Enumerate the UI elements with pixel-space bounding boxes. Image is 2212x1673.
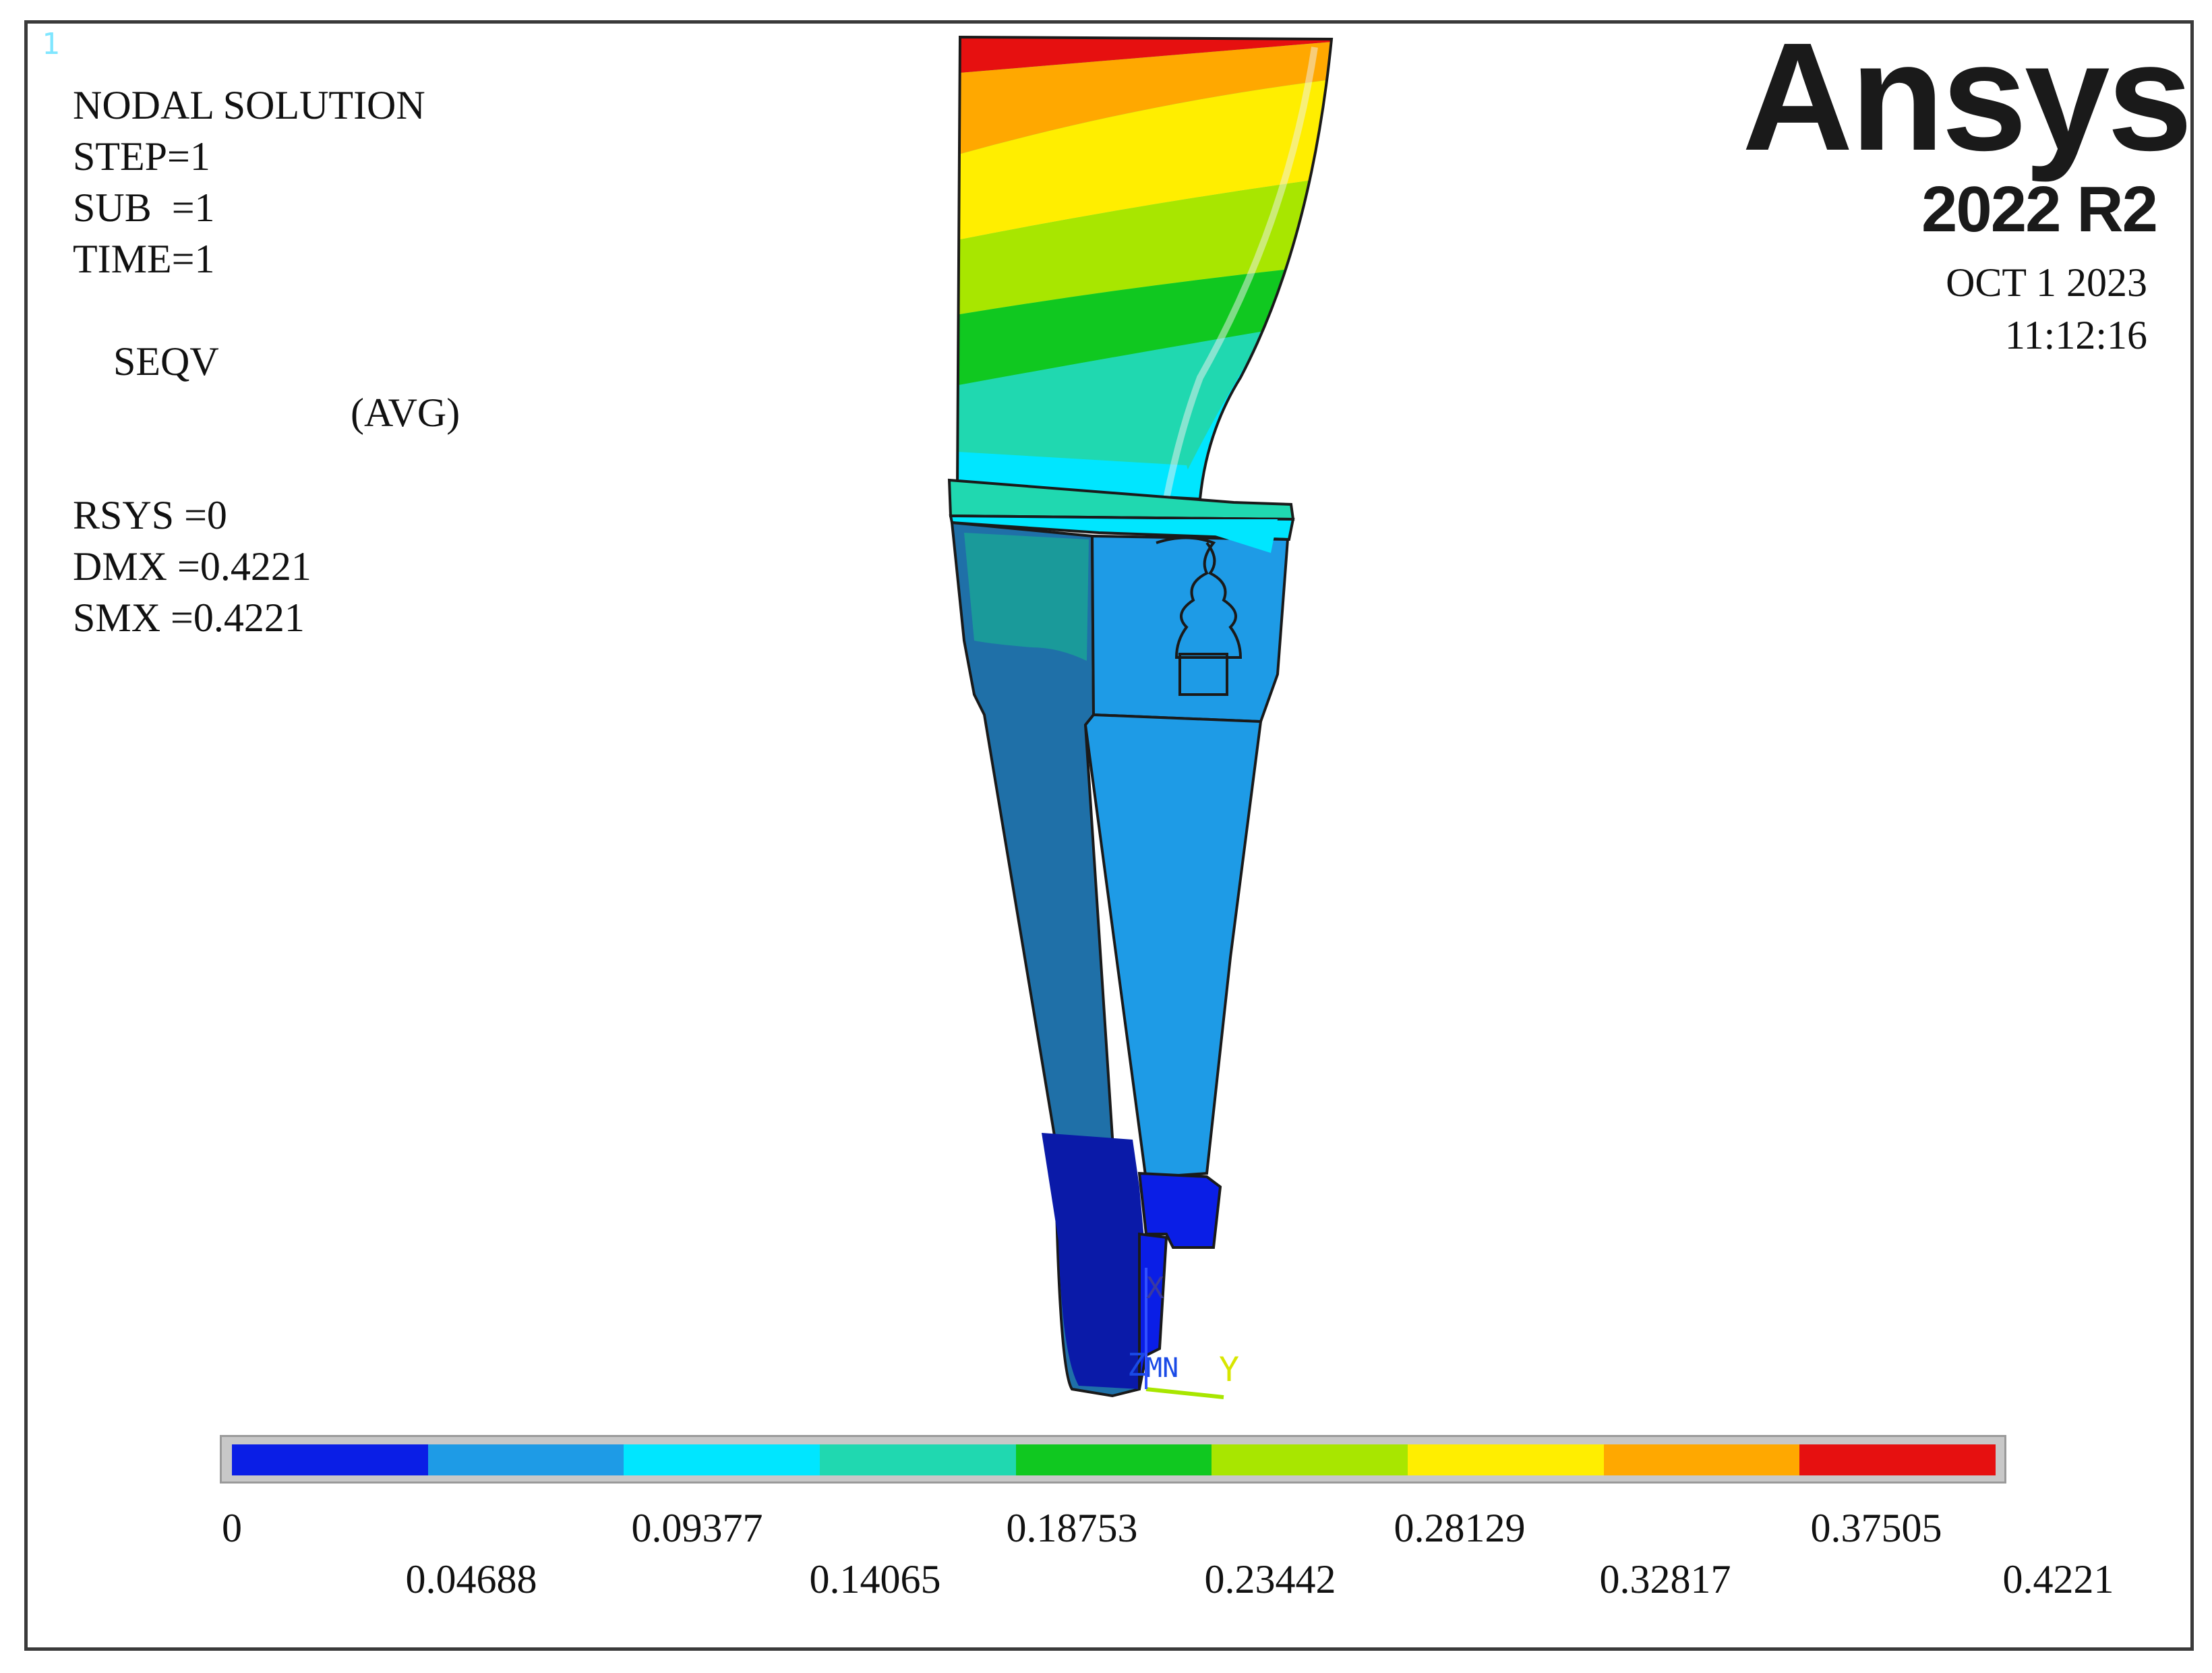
- info-line-dmx: DMX =0.4221: [73, 544, 311, 589]
- triad-z-label: Z: [1127, 1347, 1146, 1383]
- info-line-rsys: RSYS =0: [73, 493, 227, 537]
- triad-y-axis: [1145, 1387, 1224, 1399]
- triad-x-label: X: [1146, 1271, 1164, 1305]
- legend-color-band-4: [1015, 1444, 1212, 1475]
- info-line-step: STEP=1: [73, 134, 210, 179]
- avg-label: (AVG): [351, 390, 460, 435]
- legend-color-band-2: [624, 1444, 820, 1475]
- legend-color-band-8: [1799, 1444, 1996, 1475]
- time-label: 11:12:16: [2004, 313, 2147, 357]
- info-line-time: TIME=1: [73, 237, 215, 281]
- window-number: 1: [42, 27, 60, 61]
- airfoil-outline: [955, 35, 1334, 501]
- legend-color-band-6: [1408, 1444, 1604, 1475]
- triad-y-label: Y: [1219, 1350, 1239, 1389]
- legend-color-band-7: [1603, 1444, 1800, 1475]
- triad-mn-label: MN: [1146, 1353, 1178, 1384]
- legend-color-band-1: [427, 1444, 624, 1475]
- legend-colorbar: [232, 1444, 1996, 1475]
- coordinate-triad: Z MN X Y: [1127, 1268, 1239, 1399]
- info-line-sub: SUB =1: [73, 185, 215, 230]
- legend-color-band-5: [1212, 1444, 1408, 1475]
- airfoil-contours: [957, 37, 1332, 499]
- root-slot-box: [1178, 653, 1228, 696]
- timestamp: OCT 1 2023 11:12:16: [1946, 256, 2147, 361]
- solution-info-panel: NODAL SOLUTION STEP=1 SUB =1 TIME=1 SEQV…: [73, 80, 460, 643]
- fir-tree-top: [1160, 519, 1278, 553]
- disk-lower-root: [1042, 1133, 1146, 1389]
- info-line-smx: SMX =0.4221: [73, 595, 305, 640]
- date-label: OCT 1 2023: [1946, 260, 2147, 305]
- info-line-seqv: SEQV: [113, 339, 219, 384]
- info-line-title: NODAL SOLUTION: [73, 83, 425, 127]
- airfoil-highlight: [1163, 47, 1318, 500]
- disk-upper-teal: [964, 533, 1089, 661]
- legend-color-band-0: [232, 1444, 428, 1475]
- blade-platform: [947, 478, 1295, 521]
- info-line-seqv-row: SEQV (AVG): [73, 285, 460, 490]
- version-label: 2022 R2: [1921, 173, 2158, 245]
- fir-tree-slot: [1156, 536, 1243, 659]
- ansys-logo: Ansys: [1742, 11, 2192, 183]
- legend-color-band-3: [820, 1444, 1016, 1475]
